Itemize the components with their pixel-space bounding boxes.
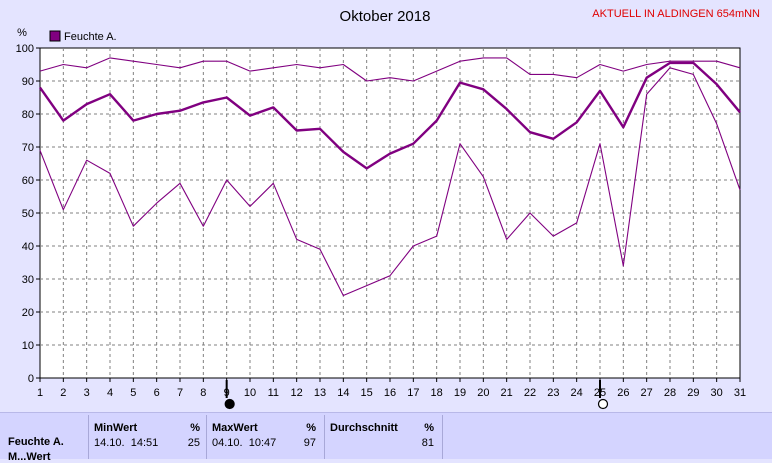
x-tick-label: 3 <box>84 387 90 399</box>
moon-markers <box>224 380 609 410</box>
x-tick-label: 16 <box>384 387 396 399</box>
x-tick-label: 12 <box>291 387 303 399</box>
stats-divider <box>88 415 89 459</box>
stats-avg-cell: Durchschnitt % 81 <box>330 413 440 459</box>
stats-sensor-name: Feuchte A. <box>8 436 64 448</box>
y-tick-label: 100 <box>16 43 34 55</box>
stats-min-cell: MinWert % 14.10. 14:51 25 <box>94 413 204 459</box>
min-time: 14:51 <box>130 437 159 449</box>
legend: Feuchte A. <box>49 30 117 43</box>
y-axis-unit: % <box>17 27 27 39</box>
avg-label: Durchschnitt <box>330 422 398 434</box>
y-tick-label: 60 <box>22 175 34 187</box>
max-unit: % <box>306 422 316 434</box>
x-tick-label: 6 <box>154 387 160 399</box>
max-value: 97 <box>303 437 316 449</box>
y-tick-label: 70 <box>22 142 34 154</box>
x-tick-label: 4 <box>107 387 113 399</box>
full-moon-icon <box>597 398 609 410</box>
x-tick-label: 30 <box>711 387 723 399</box>
x-tick-label: 15 <box>361 387 373 399</box>
chart-title: Oktober 2018 <box>340 8 431 25</box>
series-group <box>39 57 741 297</box>
stats-divider <box>442 415 443 459</box>
series-line-min <box>39 67 741 297</box>
x-axis: 1234567891011121314151617181920212223242… <box>37 378 746 399</box>
x-tick-label: 26 <box>617 387 629 399</box>
y-tick-label: 30 <box>22 274 34 286</box>
y-tick-label: 80 <box>22 109 34 121</box>
y-tick-label: 0 <box>28 373 34 385</box>
x-tick-label: 24 <box>571 387 583 399</box>
y-tick-label: 20 <box>22 307 34 319</box>
y-axis: 0 10 20 30 40 50 60 70 80 90 100 <box>16 43 40 385</box>
min-label: MinWert <box>94 422 138 434</box>
y-tick-label: 90 <box>22 76 34 88</box>
humidity-chart: Oktober 2018 AKTUELL IN ALDINGEN 654mNN … <box>16 8 760 410</box>
station-label: AKTUELL IN ALDINGEN 654mNN <box>592 8 760 20</box>
x-tick-label: 28 <box>664 387 676 399</box>
x-tick-label: 29 <box>687 387 699 399</box>
x-tick-label: 27 <box>641 387 653 399</box>
x-tick-label: 14 <box>337 387 349 399</box>
stats-divider <box>324 415 325 459</box>
x-tick-label: 18 <box>431 387 443 399</box>
x-tick-label: 7 <box>177 387 183 399</box>
x-tick-label: 5 <box>130 387 136 399</box>
min-date: 14.10. <box>94 437 125 449</box>
y-tick-label: 10 <box>22 340 34 352</box>
max-date: 04.10. <box>212 437 243 449</box>
stats-max-cell: MaxWert % 04.10. 10:47 97 <box>212 413 322 459</box>
x-tick-label: 20 <box>477 387 489 399</box>
y-tick-label: 40 <box>22 241 34 253</box>
x-tick-label: 22 <box>524 387 536 399</box>
y-tick-label: 50 <box>22 208 34 220</box>
x-tick-label: 1 <box>37 387 43 399</box>
x-tick-label: 21 <box>501 387 513 399</box>
avg-unit: % <box>424 422 434 434</box>
legend-swatch <box>49 30 61 42</box>
x-tick-label: 2 <box>60 387 66 399</box>
x-tick-label: 10 <box>244 387 256 399</box>
x-tick-label: 17 <box>407 387 419 399</box>
stats-panel: Feuchte A. M...Wert MinWert % 14.10. 14:… <box>0 412 772 463</box>
new-moon-icon <box>224 398 235 410</box>
max-time: 10:47 <box>248 437 277 449</box>
series-line-max <box>39 57 741 82</box>
x-tick-label: 13 <box>314 387 326 399</box>
min-unit: % <box>190 422 200 434</box>
stats-sensor-name-2: M...Wert <box>8 451 51 463</box>
x-tick-label: 23 <box>547 387 559 399</box>
min-value: 25 <box>187 437 200 449</box>
series-line-mean <box>39 61 741 170</box>
max-label: MaxWert <box>212 422 258 434</box>
legend-label: Feuchte A. <box>64 31 117 43</box>
x-tick-label: 8 <box>200 387 206 399</box>
avg-value: 81 <box>421 437 434 449</box>
x-tick-label: 11 <box>268 387 279 399</box>
x-tick-label: 19 <box>454 387 466 399</box>
stats-divider <box>206 415 207 459</box>
x-tick-label: 31 <box>734 387 746 399</box>
stats-sensor-cell: Feuchte A. M...Wert <box>8 413 88 463</box>
